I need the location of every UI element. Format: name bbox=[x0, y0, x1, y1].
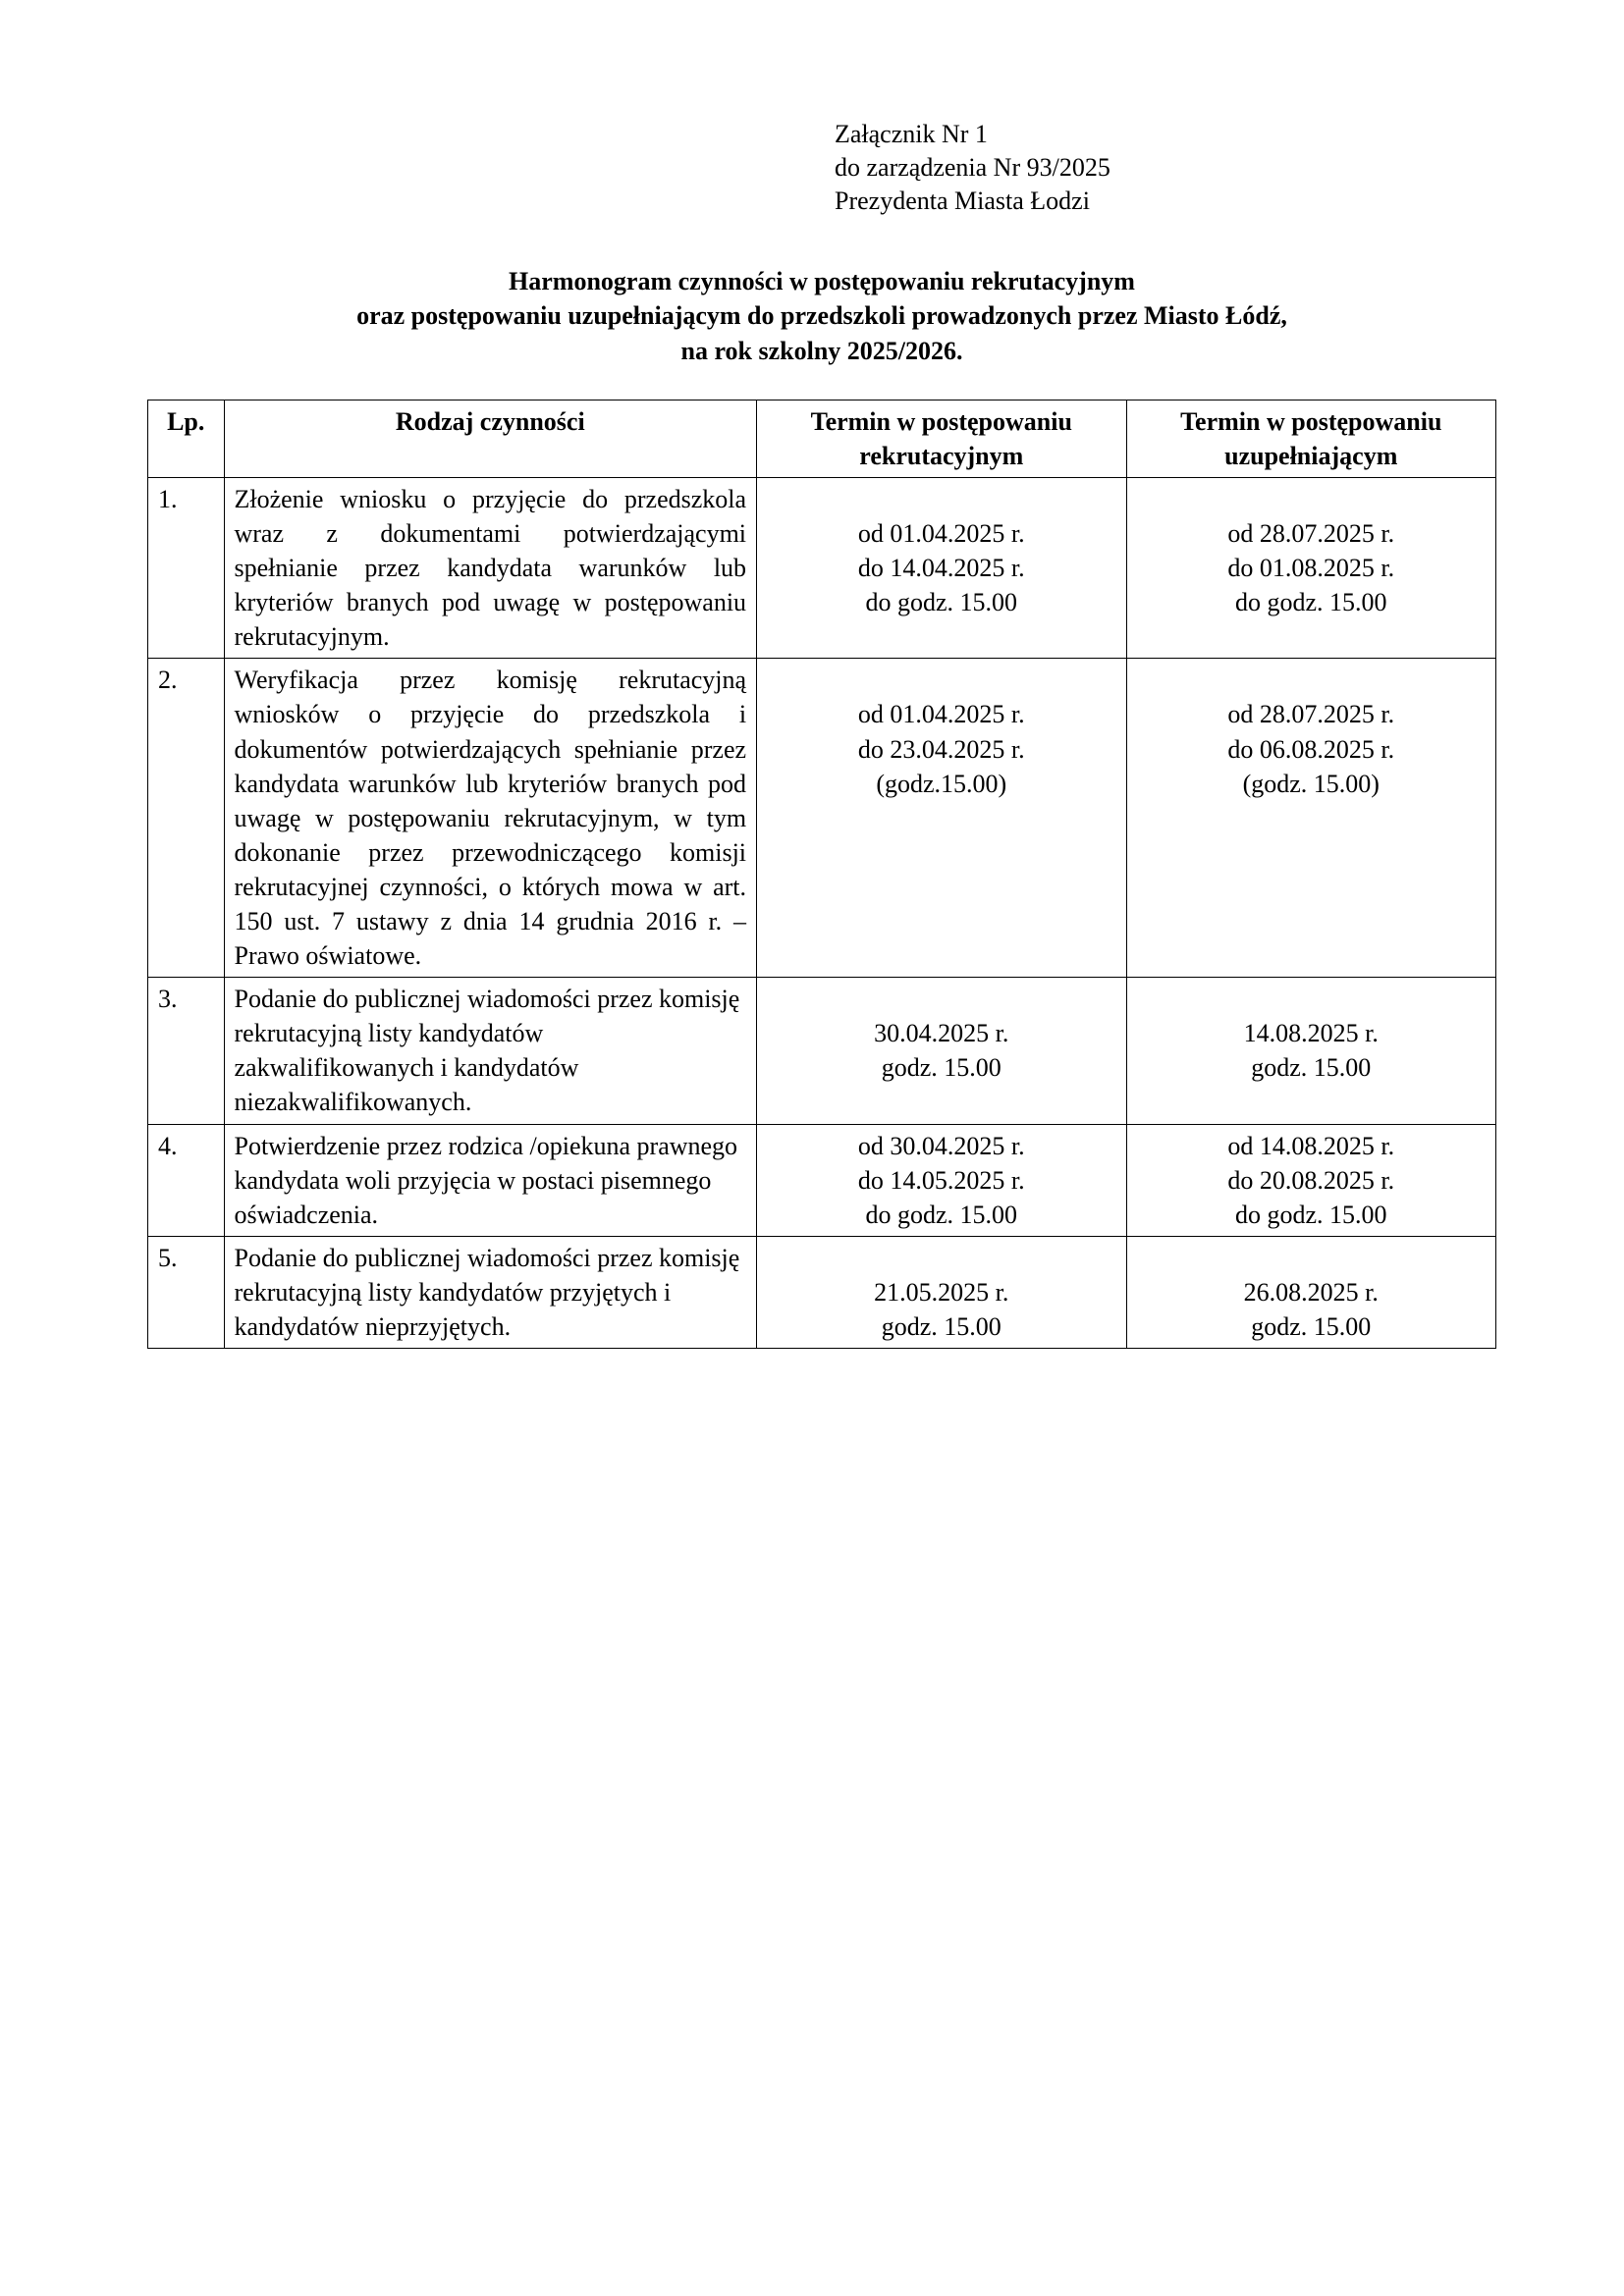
table-row: 4.Potwierdzenie przez rodzica /opiekuna … bbox=[148, 1124, 1496, 1236]
title-line-1: Harmonogram czynności w postępowaniu rek… bbox=[147, 264, 1496, 298]
table-header-row: Lp. Rodzaj czynności Termin w postępowan… bbox=[148, 400, 1496, 477]
cell-term-main: od 01.04.2025 r. do 14.04.2025 r. do god… bbox=[757, 477, 1126, 658]
col-header-term-main: Termin w postępowaniu rekrutacyjnym bbox=[757, 400, 1126, 477]
table-row: 2.Weryfikacja przez komisję rekrutacyjną… bbox=[148, 659, 1496, 978]
cell-lp: 1. bbox=[148, 477, 225, 658]
cell-activity: Podanie do publicznej wiadomości przez k… bbox=[224, 1236, 757, 1348]
cell-term-supp: 14.08.2025 r. godz. 15.00 bbox=[1126, 978, 1496, 1124]
cell-term-supp: od 28.07.2025 r. do 06.08.2025 r. (godz.… bbox=[1126, 659, 1496, 978]
cell-activity: Weryfikacja przez komisję rekrutacyjną w… bbox=[224, 659, 757, 978]
table-body: 1.Złożenie wniosku o przyjęcie do przeds… bbox=[148, 477, 1496, 1348]
title-line-3: na rok szkolny 2025/2026. bbox=[147, 334, 1496, 368]
cell-activity: Podanie do publicznej wiadomości przez k… bbox=[224, 978, 757, 1124]
cell-lp: 5. bbox=[148, 1236, 225, 1348]
cell-lp: 3. bbox=[148, 978, 225, 1124]
col-header-activity: Rodzaj czynności bbox=[224, 400, 757, 477]
cell-term-main: 21.05.2025 r. godz. 15.00 bbox=[757, 1236, 1126, 1348]
table-row: 5.Podanie do publicznej wiadomości przez… bbox=[148, 1236, 1496, 1348]
col-header-lp: Lp. bbox=[148, 400, 225, 477]
attachment-line-1: Załącznik Nr 1 bbox=[835, 118, 1496, 151]
cell-term-main: 30.04.2025 r. godz. 15.00 bbox=[757, 978, 1126, 1124]
cell-term-supp: od 14.08.2025 r. do 20.08.2025 r. do god… bbox=[1126, 1124, 1496, 1236]
table-row: 3.Podanie do publicznej wiadomości przez… bbox=[148, 978, 1496, 1124]
cell-lp: 2. bbox=[148, 659, 225, 978]
cell-activity: Złożenie wniosku o przyjęcie do przedszk… bbox=[224, 477, 757, 658]
cell-term-main: od 30.04.2025 r. do 14.05.2025 r. do god… bbox=[757, 1124, 1126, 1236]
attachment-header: Załącznik Nr 1 do zarządzenia Nr 93/2025… bbox=[835, 118, 1496, 217]
cell-term-main: od 01.04.2025 r. do 23.04.2025 r. (godz.… bbox=[757, 659, 1126, 978]
title-line-2: oraz postępowaniu uzupełniającym do prze… bbox=[147, 298, 1496, 333]
col-header-term-supp: Termin w postępowaniu uzupełniającym bbox=[1126, 400, 1496, 477]
cell-lp: 4. bbox=[148, 1124, 225, 1236]
cell-term-supp: 26.08.2025 r. godz. 15.00 bbox=[1126, 1236, 1496, 1348]
cell-activity: Potwierdzenie przez rodzica /opiekuna pr… bbox=[224, 1124, 757, 1236]
document-title: Harmonogram czynności w postępowaniu rek… bbox=[147, 264, 1496, 367]
cell-term-supp: od 28.07.2025 r. do 01.08.2025 r. do god… bbox=[1126, 477, 1496, 658]
table-row: 1.Złożenie wniosku o przyjęcie do przeds… bbox=[148, 477, 1496, 658]
schedule-table: Lp. Rodzaj czynności Termin w postępowan… bbox=[147, 400, 1496, 1349]
attachment-line-2: do zarządzenia Nr 93/2025 bbox=[835, 151, 1496, 185]
attachment-line-3: Prezydenta Miasta Łodzi bbox=[835, 185, 1496, 218]
